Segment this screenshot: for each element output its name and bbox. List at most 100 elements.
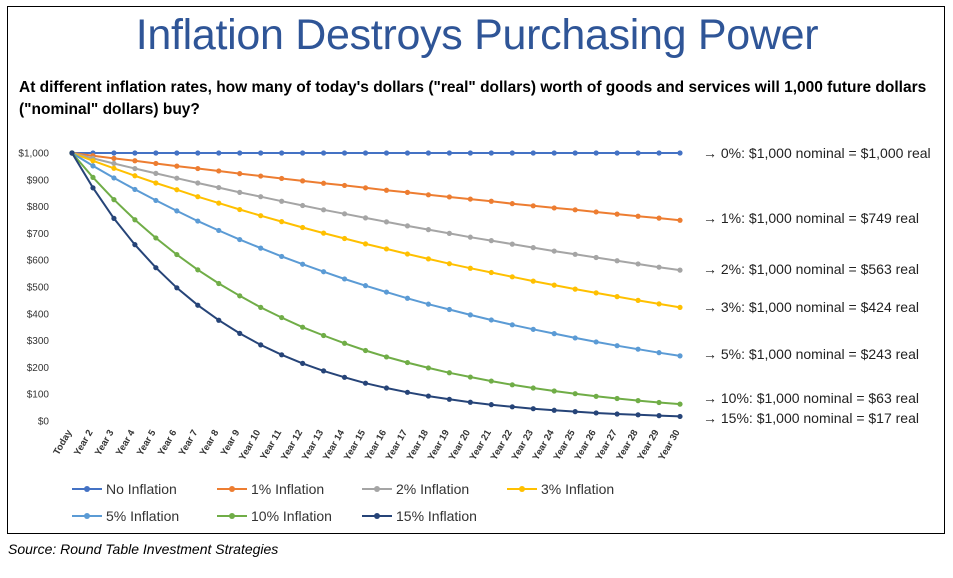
data-point xyxy=(467,312,473,318)
data-point xyxy=(404,150,411,156)
data-point xyxy=(572,251,578,257)
data-point xyxy=(111,165,117,171)
data-point xyxy=(132,158,138,164)
data-point xyxy=(425,150,432,156)
y-tick-label: $0 xyxy=(38,417,50,428)
data-point xyxy=(572,286,578,292)
data-point xyxy=(300,178,306,184)
legend-label: 1% Inflation xyxy=(251,481,324,497)
data-point xyxy=(530,245,536,251)
data-point xyxy=(216,168,222,174)
data-point xyxy=(300,360,306,366)
data-point xyxy=(614,411,620,417)
data-point xyxy=(467,399,473,405)
data-point xyxy=(320,230,327,236)
data-point xyxy=(446,194,452,200)
data-point xyxy=(300,224,306,231)
data-point xyxy=(362,380,369,386)
data-point xyxy=(341,182,348,189)
data-point xyxy=(509,404,515,410)
data-point xyxy=(216,184,222,191)
data-point xyxy=(530,385,536,391)
data-point xyxy=(656,350,662,356)
source-note: Source: Round Table Investment Strategie… xyxy=(8,541,279,557)
y-tick-label: $700 xyxy=(27,229,50,240)
data-point xyxy=(237,171,243,177)
data-point xyxy=(279,150,285,156)
annotation-label: → 15%: $1,000 nominal = $17 real xyxy=(703,410,919,426)
data-point xyxy=(111,150,117,156)
data-point xyxy=(509,150,515,156)
data-point xyxy=(551,205,557,211)
data-point xyxy=(111,155,117,161)
legend-label: 2% Inflation xyxy=(396,481,469,497)
data-point xyxy=(216,227,222,234)
data-point xyxy=(258,173,264,179)
data-point xyxy=(153,197,159,204)
data-point xyxy=(488,198,494,204)
x-tick-label: Year 7 xyxy=(177,428,201,458)
data-point xyxy=(362,283,369,289)
data-point xyxy=(509,241,515,247)
data-point xyxy=(90,174,96,180)
data-point xyxy=(174,175,180,181)
x-tick-label: Year 3 xyxy=(93,428,117,458)
y-tick-label: $800 xyxy=(27,202,50,213)
data-point xyxy=(132,173,138,179)
data-point xyxy=(446,261,452,267)
data-point xyxy=(237,293,243,299)
data-point xyxy=(362,150,369,156)
data-point xyxy=(593,209,599,215)
data-point xyxy=(467,234,473,240)
data-point xyxy=(635,297,641,303)
data-point xyxy=(279,314,285,321)
data-point xyxy=(425,192,432,198)
data-point xyxy=(341,276,348,282)
data-point xyxy=(488,317,494,323)
annotation-label: → 0%: $1,000 nominal = $1,000 real xyxy=(703,145,931,161)
data-point xyxy=(153,150,159,156)
data-point xyxy=(300,324,306,330)
data-point xyxy=(551,150,557,156)
data-point xyxy=(153,180,159,186)
data-point xyxy=(425,227,432,233)
data-point xyxy=(195,267,201,273)
data-point xyxy=(132,150,138,156)
data-point xyxy=(593,290,599,296)
data-point xyxy=(258,213,264,219)
data-point xyxy=(153,170,159,176)
data-point xyxy=(635,412,641,418)
legend-label: 5% Inflation xyxy=(106,508,179,524)
data-point xyxy=(614,343,620,349)
data-point xyxy=(551,388,557,394)
data-point xyxy=(362,185,369,191)
data-point xyxy=(237,206,243,213)
data-point xyxy=(341,235,348,242)
data-point xyxy=(279,219,285,225)
data-point xyxy=(404,295,411,301)
chart-subtitle: At different inflation rates, how many o… xyxy=(19,79,927,118)
data-point xyxy=(404,189,411,195)
series-line xyxy=(71,152,681,357)
data-point xyxy=(383,187,390,193)
data-point xyxy=(635,261,641,267)
data-point xyxy=(509,201,515,207)
series-line xyxy=(71,152,681,222)
data-point xyxy=(572,391,578,397)
data-point xyxy=(341,374,348,380)
data-point xyxy=(362,241,369,247)
data-point xyxy=(174,150,180,156)
data-point xyxy=(383,385,390,391)
data-point xyxy=(551,331,557,337)
data-point xyxy=(153,265,159,271)
data-point xyxy=(237,189,243,195)
data-point xyxy=(320,332,327,339)
data-point xyxy=(195,165,201,172)
data-point xyxy=(530,150,536,156)
data-point xyxy=(446,306,452,313)
data-point xyxy=(195,194,201,200)
data-point xyxy=(237,236,243,243)
data-point xyxy=(509,274,515,280)
data-point xyxy=(195,302,201,308)
